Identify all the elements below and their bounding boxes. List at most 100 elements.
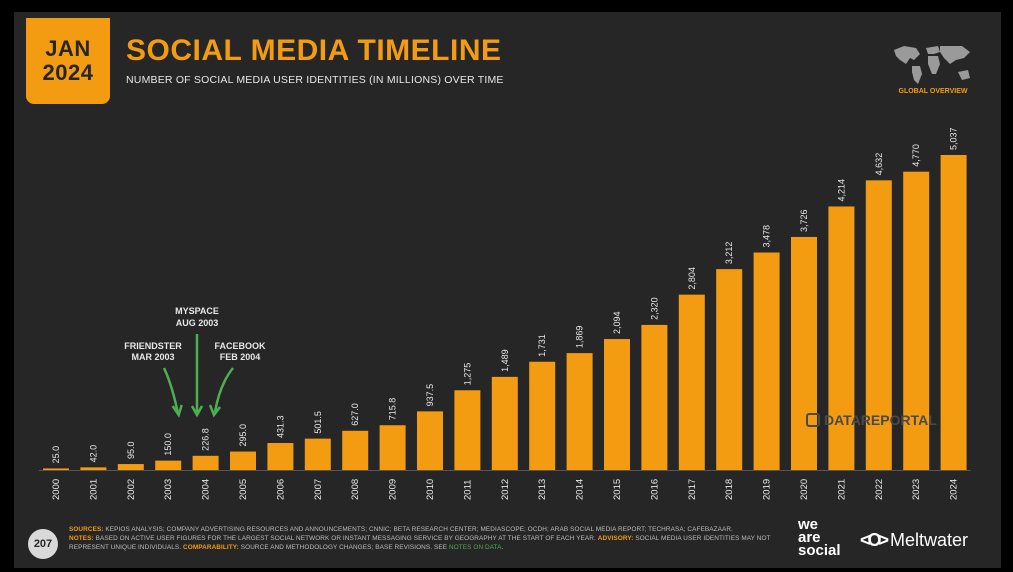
- bar-2017: [678, 294, 705, 470]
- annotation-facebook-date: FEB 2004: [220, 352, 261, 362]
- bar-2001: [80, 467, 107, 470]
- value-label-2012: 1,489: [500, 349, 510, 372]
- x-tick-2006: 2006: [275, 479, 286, 500]
- annotation-friendster-arrow: [162, 367, 179, 413]
- annotation-friendster-name: FRIENDSTER: [124, 341, 182, 351]
- x-tick-2017: 2017: [687, 479, 698, 500]
- datareportal-logo-icon: [806, 413, 820, 427]
- value-label-2022: 4,632: [874, 153, 884, 176]
- value-label-2017: 2,804: [687, 267, 697, 290]
- x-tick-2013: 2013: [537, 479, 548, 500]
- page-title: SOCIAL MEDIA TIMELINE: [126, 34, 502, 67]
- annotation-myspace-name: MYSPACE: [175, 306, 219, 316]
- value-label-2000: 25.0: [51, 446, 61, 464]
- annotation-friendster-arrowhead: [171, 404, 183, 418]
- x-tick-2010: 2010: [425, 479, 436, 500]
- value-label-2019: 3,478: [762, 225, 772, 248]
- annotation-facebook-arrow: [213, 367, 234, 413]
- x-tick-2009: 2009: [388, 479, 399, 500]
- value-label-2008: 627.0: [350, 403, 360, 426]
- logo-line-are: are: [798, 529, 821, 546]
- end-period: .: [501, 544, 504, 551]
- x-tick-2023: 2023: [911, 479, 922, 500]
- page-number: 207: [28, 529, 58, 559]
- watermark-text: DATAREPORTAL: [824, 412, 937, 428]
- x-tick-2020: 2020: [799, 479, 810, 500]
- value-label-2023: 4,770: [911, 144, 921, 167]
- value-label-2007: 501.5: [313, 411, 323, 434]
- bar-2013: [529, 361, 556, 470]
- bar-2016: [641, 324, 668, 470]
- bar-chart: 25.0 2000 42.0 2001 95.0 2002 150.0 2003 226.8 20…: [39, 127, 971, 500]
- bar-2024: [940, 155, 967, 470]
- value-label-2002: 95.0: [126, 442, 136, 460]
- annotation-facebook-arrowhead: [208, 404, 221, 418]
- x-tick-2015: 2015: [612, 479, 623, 500]
- bar-2014: [566, 353, 593, 470]
- footnotes: SOURCES: KEPIOS ANALYSIS; COMPANY ADVERT…: [69, 525, 784, 552]
- page-subtitle: NUMBER OF SOCIAL MEDIA USER IDENTITIES (…: [126, 74, 504, 86]
- bar-2010: [417, 411, 443, 470]
- bar-2002: [117, 464, 144, 470]
- bar-2019: [753, 252, 780, 470]
- comparability-label: COMPARABILITY:: [183, 544, 239, 551]
- value-label-2006: 431.3: [275, 415, 285, 438]
- value-label-2013: 1,731: [537, 334, 547, 357]
- value-label-2014: 1,869: [575, 326, 585, 349]
- annotation-myspace-date: AUG 2003: [176, 318, 219, 328]
- annotation-myspace-arrowhead: [190, 405, 204, 418]
- x-tick-2000: 2000: [51, 479, 62, 500]
- sources-label: SOURCES:: [69, 526, 104, 533]
- bar-2015: [604, 339, 630, 470]
- bar-2009: [379, 425, 406, 470]
- notes-on-data-link[interactable]: NOTES ON DATA: [448, 544, 502, 551]
- x-tick-2011: 2011: [462, 480, 473, 500]
- bar-2022: [865, 180, 892, 470]
- bar-2018: [716, 269, 743, 470]
- notes-label: NOTES:: [69, 535, 94, 542]
- date-badge: JAN 2024: [26, 18, 110, 104]
- logo-line-we: we: [798, 516, 819, 533]
- bar-2007: [304, 438, 331, 470]
- bar-2020: [791, 236, 817, 470]
- value-label-2020: 3,726: [799, 209, 809, 232]
- advisory-label: ADVISORY:: [597, 535, 634, 542]
- x-tick-2018: 2018: [724, 479, 735, 500]
- bar-2005: [230, 451, 256, 470]
- x-tick-2016: 2016: [649, 479, 660, 500]
- bar-2011: [454, 390, 481, 470]
- bar-2003: [155, 460, 182, 470]
- value-label-2003: 150.0: [163, 433, 173, 456]
- badge-year: 2024: [42, 60, 94, 85]
- x-tick-2012: 2012: [500, 479, 511, 500]
- value-label-2024: 5,037: [949, 127, 959, 150]
- logo-line-social: social: [798, 542, 841, 559]
- x-tick-2022: 2022: [874, 479, 885, 500]
- bar-2004: [192, 455, 219, 470]
- annotation-friendster-date: MAR 2003: [131, 352, 174, 362]
- x-tick-2003: 2003: [163, 479, 174, 500]
- value-label-2005: 295.0: [238, 424, 248, 447]
- notes-text: BASED ON ACTIVE USER FIGURES FOR THE LAR…: [93, 535, 596, 542]
- bar-2023: [903, 171, 930, 470]
- x-tick-2007: 2007: [313, 479, 324, 500]
- comparability-text: SOURCE AND METHODOLOGY CHANGES; BASE REV…: [238, 544, 449, 551]
- bar-2008: [342, 430, 369, 470]
- x-tick-2019: 2019: [762, 479, 773, 500]
- x-tick-2024: 2024: [949, 479, 960, 500]
- x-tick-2004: 2004: [201, 479, 212, 500]
- meltwater-logo: <O> Meltwater: [860, 530, 968, 551]
- bar-2012: [491, 376, 518, 470]
- x-tick-2008: 2008: [350, 479, 361, 500]
- x-tick-2001: 2001: [88, 479, 99, 500]
- slide: JAN 2024 SOCIAL MEDIA TIMELINE NUMBER OF…: [14, 12, 1001, 568]
- value-label-2004: 226.8: [201, 428, 211, 451]
- annotation-facebook-name: FACEBOOK: [214, 341, 266, 351]
- meltwater-text: Meltwater: [890, 530, 969, 550]
- we-are-social-logo: we are social: [798, 516, 841, 559]
- sources-text: KEPIOS ANALYSIS; COMPANY ADVERTISING RES…: [103, 526, 733, 533]
- x-tick-2002: 2002: [126, 479, 137, 500]
- x-tick-2021: 2021: [836, 479, 847, 500]
- meltwater-icon: <O>: [860, 530, 889, 550]
- value-label-2001: 42.0: [88, 445, 98, 463]
